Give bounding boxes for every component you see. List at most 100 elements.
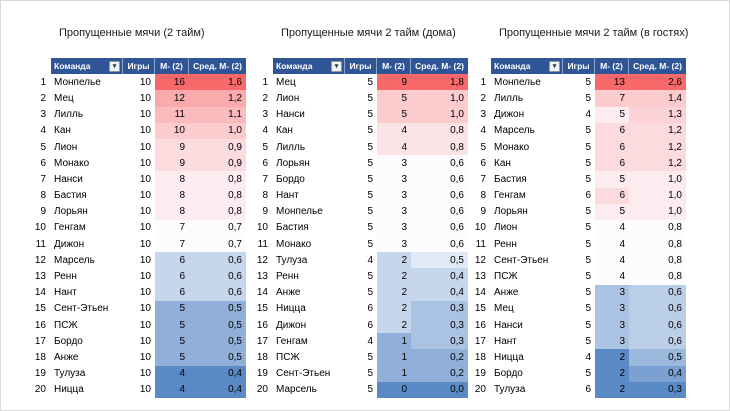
avg-cell: 0,5 <box>189 333 246 350</box>
avg-cell: 0,4 <box>189 365 246 382</box>
team-cell: Генгам <box>273 333 345 350</box>
avg-cell: 1,6 <box>189 74 246 91</box>
column-header-avg: Сред. М- (2) <box>189 58 246 75</box>
games-cell: 5 <box>345 365 377 382</box>
games-cell: 5 <box>563 333 595 350</box>
rank-column-header-spacer <box>257 58 273 74</box>
filter-dropdown-button[interactable]: ▾ <box>331 60 342 72</box>
goals-cell: 12 <box>155 90 189 107</box>
goals-cell: 9 <box>155 155 189 172</box>
column-header-avg: Сред. М- (2) <box>411 58 468 75</box>
rank-label: 5 <box>480 141 486 153</box>
rank-label: 7 <box>262 173 268 185</box>
team-cell: Тулуза <box>491 381 563 398</box>
rank-label: 11 <box>475 238 486 250</box>
goals-cell: 6 <box>595 187 629 204</box>
team-cell: Монпелье <box>491 74 563 91</box>
goals-cell: 4 <box>155 365 189 382</box>
team-cell: Ницца <box>273 300 345 317</box>
avg-cell: 0,0 <box>411 381 468 398</box>
team-cell: Генгам <box>491 187 563 204</box>
games-cell: 5 <box>563 171 595 188</box>
goals-cell: 9 <box>377 74 411 91</box>
team-cell: Дижон <box>51 236 123 253</box>
games-cell: 10 <box>123 365 155 382</box>
team-cell: Нант <box>273 187 345 204</box>
rank-label: 10 <box>34 222 46 234</box>
team-cell: Кан <box>51 122 123 139</box>
column-header-label: М- (2) <box>382 61 405 72</box>
games-cell: 5 <box>345 155 377 172</box>
rank-label: 10 <box>474 222 486 234</box>
column-header-games: Игры <box>345 58 377 75</box>
goals-cell: 3 <box>377 155 411 172</box>
rank-label: 2 <box>40 92 46 104</box>
rank-label: 19 <box>34 368 46 380</box>
rank-label: 7 <box>40 173 46 185</box>
avg-cell: 0,4 <box>411 268 468 285</box>
goals-cell: 5 <box>377 106 411 123</box>
games-cell: 10 <box>123 171 155 188</box>
avg-cell: 0,6 <box>629 317 686 334</box>
team-cell: Мец <box>51 90 123 107</box>
rank-label: 1 <box>262 76 268 88</box>
rank-column-header-spacer <box>475 58 491 74</box>
goals-cell: 1 <box>377 365 411 382</box>
filter-dropdown-button[interactable]: ▾ <box>109 60 120 72</box>
games-cell: 10 <box>123 284 155 301</box>
goals-cell: 6 <box>595 155 629 172</box>
team-cell: Бордо <box>273 171 345 188</box>
team-cell: Анже <box>491 284 563 301</box>
team-cell: Лилль <box>51 106 123 123</box>
avg-cell: 0,7 <box>189 236 246 253</box>
team-cell: Мец <box>491 300 563 317</box>
rank-label: 19 <box>256 368 268 380</box>
goals-cell: 3 <box>377 171 411 188</box>
column-header-label: М- (2) <box>160 61 183 72</box>
games-cell: 5 <box>345 138 377 156</box>
column-header-label: Игры <box>349 61 372 72</box>
avg-cell: 0,8 <box>189 171 246 188</box>
rank-label: 9 <box>480 206 486 218</box>
rank-label: 5 <box>262 141 268 153</box>
team-cell: Ницца <box>51 381 123 398</box>
games-cell: 10 <box>123 122 155 139</box>
rank-label: 3 <box>262 109 268 121</box>
team-cell: Анже <box>51 349 123 366</box>
rank-label: 18 <box>256 351 268 363</box>
column-header-goals: М- (2) <box>595 58 629 75</box>
rank-label: 8 <box>480 190 486 202</box>
avg-cell: 0,2 <box>411 349 468 366</box>
team-cell: Бордо <box>491 365 563 382</box>
games-cell: 10 <box>123 333 155 350</box>
avg-cell: 0,4 <box>189 381 246 398</box>
goals-cell: 4 <box>595 219 629 237</box>
games-cell: 5 <box>563 219 595 237</box>
team-cell: Дижон <box>491 106 563 123</box>
team-cell: ПСЖ <box>273 349 345 366</box>
games-cell: 10 <box>123 203 155 220</box>
team-cell: ПСЖ <box>491 268 563 285</box>
goals-cell: 5 <box>155 300 189 317</box>
games-cell: 10 <box>123 138 155 156</box>
games-cell: 5 <box>345 236 377 253</box>
team-cell: Лорьян <box>491 203 563 220</box>
goals-cell: 6 <box>155 284 189 301</box>
team-cell: Бордо <box>51 333 123 350</box>
column-header-games: Игры <box>563 58 595 75</box>
avg-cell: 0,6 <box>411 219 468 237</box>
rank-label: 14 <box>256 287 268 299</box>
stats-table: Команда ▾ Игры М- (2) Сред. М- (2) 1 Мец 5 9 1,8 2… <box>257 58 468 398</box>
team-cell: Ницца <box>491 349 563 366</box>
goals-cell: 4 <box>595 236 629 253</box>
filter-dropdown-button[interactable]: ▾ <box>549 60 560 72</box>
rank-label: 4 <box>40 125 46 137</box>
games-cell: 10 <box>123 317 155 334</box>
team-cell: Монако <box>51 155 123 172</box>
games-cell: 5 <box>563 300 595 317</box>
team-cell: Лилль <box>491 90 563 107</box>
games-cell: 10 <box>123 106 155 123</box>
goals-cell: 4 <box>155 381 189 398</box>
rank-label: 9 <box>40 206 46 218</box>
